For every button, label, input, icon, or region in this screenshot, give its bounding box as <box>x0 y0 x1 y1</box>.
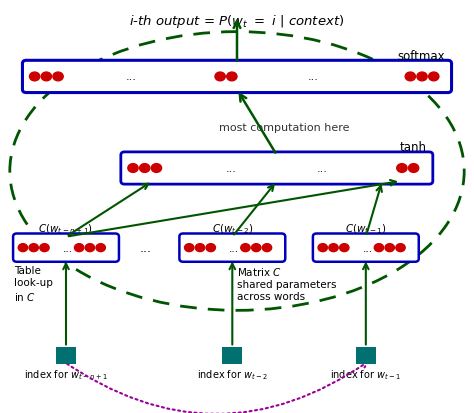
Circle shape <box>29 244 38 252</box>
Text: $C(w_{t-2})$: $C(w_{t-2})$ <box>211 221 253 235</box>
Circle shape <box>252 244 261 252</box>
Circle shape <box>329 244 338 252</box>
Text: ...: ... <box>308 72 319 82</box>
Circle shape <box>53 73 63 82</box>
Circle shape <box>318 244 328 252</box>
Bar <box>222 347 242 364</box>
Circle shape <box>339 244 349 252</box>
Circle shape <box>85 244 95 252</box>
Circle shape <box>241 244 250 252</box>
Circle shape <box>215 73 225 82</box>
Text: ...: ... <box>229 243 239 253</box>
Circle shape <box>262 244 272 252</box>
Text: tanh: tanh <box>400 141 427 154</box>
Text: index for $w_{t-2}$: index for $w_{t-2}$ <box>197 368 268 381</box>
Circle shape <box>206 244 216 252</box>
Text: Table
look-up
in $C$: Table look-up in $C$ <box>15 265 54 302</box>
Circle shape <box>96 244 105 252</box>
Circle shape <box>40 244 49 252</box>
Text: ...: ... <box>63 243 73 253</box>
Bar <box>356 347 376 364</box>
Circle shape <box>139 164 150 173</box>
Text: $C(w_{t-1})$: $C(w_{t-1})$ <box>345 221 387 235</box>
Text: ...: ... <box>363 243 373 253</box>
Circle shape <box>417 73 427 82</box>
Circle shape <box>184 244 194 252</box>
Text: ...: ... <box>140 242 152 254</box>
Circle shape <box>151 164 162 173</box>
Text: most computation here: most computation here <box>219 123 349 133</box>
Circle shape <box>385 244 394 252</box>
Circle shape <box>374 244 383 252</box>
Text: softmax: softmax <box>398 50 446 63</box>
FancyBboxPatch shape <box>13 234 119 262</box>
Circle shape <box>405 73 416 82</box>
Circle shape <box>128 164 138 173</box>
Bar <box>56 347 76 364</box>
FancyBboxPatch shape <box>121 152 433 185</box>
Circle shape <box>409 164 419 173</box>
FancyBboxPatch shape <box>313 234 419 262</box>
Circle shape <box>397 164 407 173</box>
Circle shape <box>396 244 405 252</box>
Circle shape <box>29 73 40 82</box>
Circle shape <box>41 73 52 82</box>
Text: ...: ... <box>126 72 137 82</box>
Text: $C(w_{t-n+1})$: $C(w_{t-n+1})$ <box>38 221 93 235</box>
Circle shape <box>195 244 205 252</box>
Text: ...: ... <box>226 164 237 173</box>
Circle shape <box>74 244 84 252</box>
Text: index for $w_{t-1}$: index for $w_{t-1}$ <box>330 368 401 381</box>
Circle shape <box>227 73 237 82</box>
Circle shape <box>428 73 439 82</box>
FancyBboxPatch shape <box>22 61 452 93</box>
Circle shape <box>18 244 27 252</box>
Text: index for $w_{t-n+1}$: index for $w_{t-n+1}$ <box>24 368 108 381</box>
Text: ...: ... <box>317 164 328 173</box>
Text: Matrix $C$
shared parameters
across words: Matrix $C$ shared parameters across word… <box>237 265 337 301</box>
Text: $i$-th output = $P(w_t\ =\ i\ |\ \mathit{context})$: $i$-th output = $P(w_t\ =\ i\ |\ \mathit… <box>129 13 345 30</box>
FancyBboxPatch shape <box>179 234 285 262</box>
